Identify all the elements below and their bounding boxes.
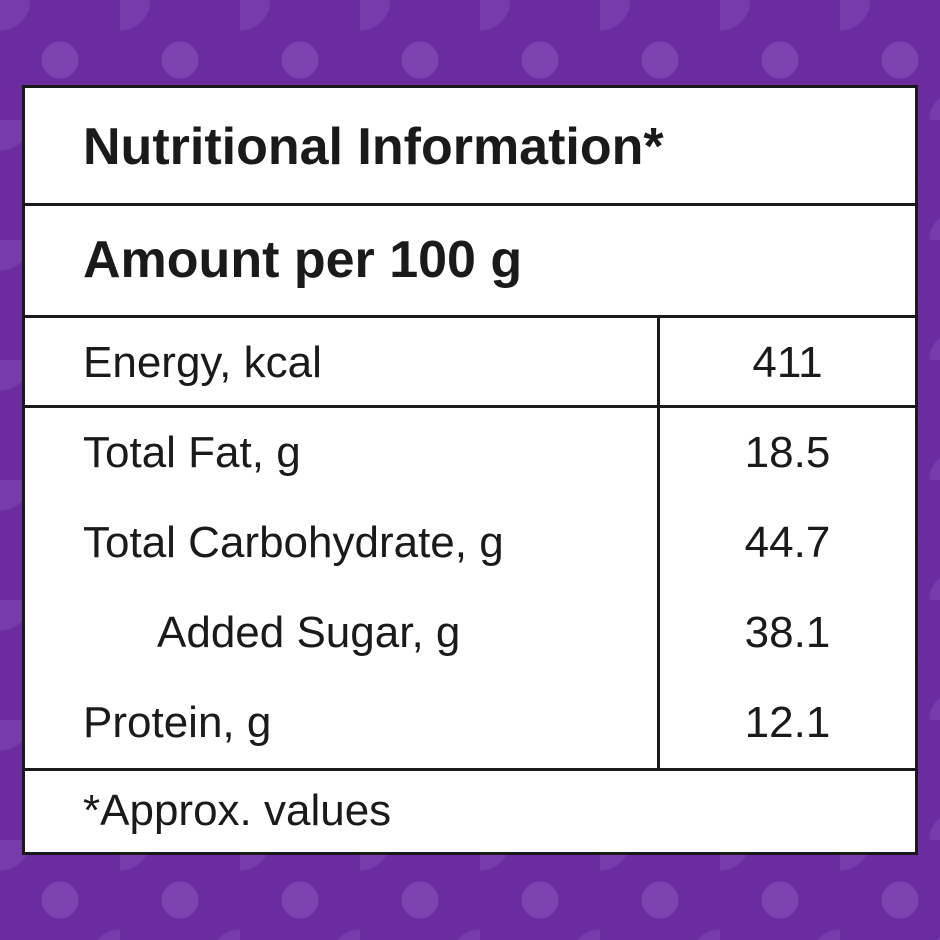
row-value: 44.7 bbox=[744, 518, 831, 567]
row-label: Energy, kcal bbox=[83, 338, 322, 387]
row-value: 411 bbox=[752, 338, 823, 387]
row-value: 38.1 bbox=[744, 608, 831, 657]
table-row: Total Fat, g 18.5 bbox=[25, 408, 915, 498]
row-value: 18.5 bbox=[744, 428, 831, 477]
row-separator bbox=[25, 405, 915, 408]
row-label: Total Carbohydrate, g bbox=[83, 518, 504, 567]
row-label: Total Fat, g bbox=[83, 428, 301, 477]
table-row: Total Carbohydrate, g 44.7 bbox=[25, 498, 915, 588]
table-row: Protein, g 12.1 bbox=[25, 678, 915, 768]
subtitle: Amount per 100 g bbox=[25, 206, 915, 318]
table-row: Energy, kcal 411 bbox=[25, 318, 915, 408]
row-label: Added Sugar, g bbox=[157, 608, 461, 657]
table-row: Added Sugar, g 38.1 bbox=[25, 588, 915, 678]
row-label: Protein, g bbox=[83, 698, 272, 747]
title: Nutritional Information* bbox=[25, 88, 915, 206]
column-divider bbox=[657, 318, 660, 768]
footnote: *Approx. values bbox=[25, 768, 915, 855]
row-value: 12.1 bbox=[744, 698, 831, 747]
nutrition-panel: Nutritional Information* Amount per 100 … bbox=[22, 85, 918, 855]
